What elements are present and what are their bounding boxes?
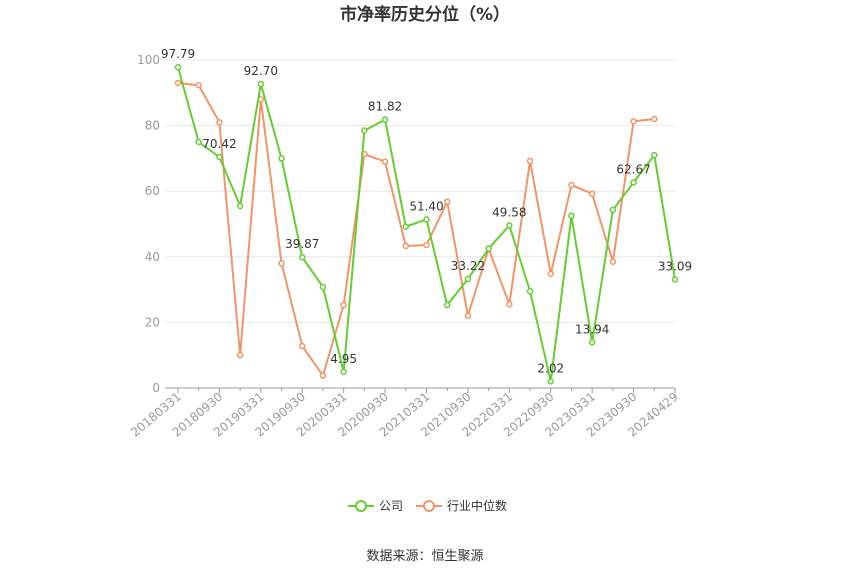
company-point (423, 216, 430, 223)
x-axis: 2018033120180930201903312019093020200331… (128, 387, 681, 440)
industry-point (216, 119, 223, 126)
industry-point (547, 270, 554, 278)
data-label: 33.09 (658, 259, 692, 273)
company-point (671, 276, 679, 283)
grid-lines (165, 59, 675, 323)
data-label: 13.94 (575, 322, 609, 336)
y-tick-label: 60 (145, 184, 160, 198)
industry-point (319, 372, 327, 379)
legend-marker-icon (355, 500, 367, 512)
industry-point (340, 301, 347, 309)
industry-point (443, 198, 451, 205)
legend-item-industry[interactable]: 行业中位数 (416, 498, 507, 513)
y-axis: 0 20 40 60 80 100 (137, 53, 160, 395)
industry-point (630, 118, 637, 125)
company-point (299, 253, 306, 261)
data-label: 4.95 (330, 352, 357, 366)
data-label: 92.70 (244, 64, 278, 78)
industry-point (464, 312, 472, 320)
industry-point (651, 115, 658, 123)
industry-point (195, 82, 202, 89)
company-point (526, 287, 534, 295)
company-point (588, 339, 596, 346)
industry-point (568, 181, 575, 189)
company-point (609, 206, 617, 214)
chart-title: 市净率历史分位（%） (340, 4, 510, 25)
data-label: 70.42 (202, 137, 236, 151)
industry-point (174, 79, 182, 87)
industry-point (588, 190, 596, 198)
company-point (651, 151, 658, 159)
y-tick-label: 40 (145, 250, 160, 264)
company-point (381, 116, 389, 123)
data-label: 81.82 (368, 100, 402, 114)
industry-point (402, 242, 410, 250)
company-point (443, 301, 451, 309)
company-point (319, 283, 327, 291)
company-point (195, 138, 202, 146)
company-point (216, 153, 223, 161)
y-tick-label: 100 (137, 53, 160, 67)
legend[interactable]: 公司 行业中位数 (348, 498, 507, 513)
industry-point (423, 241, 430, 249)
industry-line (177, 81, 655, 377)
company-point (464, 275, 472, 283)
company-point (402, 223, 410, 230)
company-point (361, 127, 368, 134)
data-label: 33.22 (451, 259, 485, 273)
y-tick-label: 80 (145, 119, 160, 133)
data-label: 2.02 (537, 361, 564, 375)
data-labels: 97.79 70.42 92.70 39.87 4.95 81.82 51.40 33.22 4… (161, 47, 692, 375)
company-point (174, 63, 182, 71)
data-label: 39.87 (285, 237, 319, 251)
series-group (174, 63, 679, 385)
data-label: 97.79 (161, 47, 195, 61)
legend-label: 行业中位数 (447, 498, 507, 513)
legend-marker-icon (423, 500, 435, 512)
source-note: 数据来源：恒生聚源 (366, 549, 483, 564)
company-point (547, 378, 554, 385)
company-point (340, 368, 347, 376)
data-label: 49.58 (492, 205, 526, 219)
company-point (568, 212, 575, 220)
company-point (630, 179, 637, 186)
industry-point (278, 260, 285, 267)
data-label: 51.40 (409, 199, 443, 213)
industry-point (381, 158, 389, 165)
industry-point (236, 351, 244, 359)
legend-item-company[interactable]: 公司 (348, 499, 403, 513)
y-tick-label: 20 (145, 315, 160, 329)
company-point (506, 222, 513, 229)
legend-label: 公司 (379, 499, 403, 513)
company-point (485, 245, 492, 252)
data-label: 62.67 (616, 162, 650, 176)
company-point (278, 155, 285, 162)
industry-point (506, 301, 513, 308)
company-point (257, 80, 265, 88)
industry-point (299, 342, 306, 350)
company-point (236, 202, 244, 210)
industry-point (526, 157, 534, 165)
industry-point (609, 258, 617, 265)
y-tick-label: 0 (152, 381, 160, 395)
